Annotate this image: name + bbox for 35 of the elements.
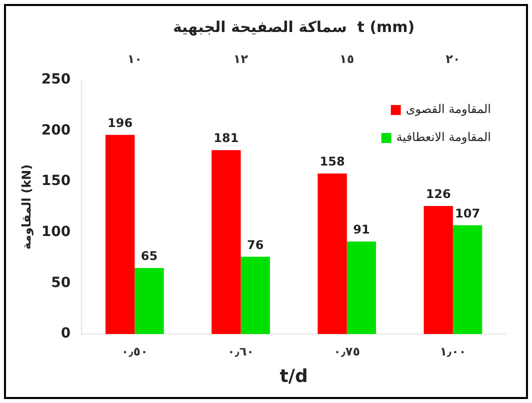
y-tick-label: 200 — [41, 122, 71, 138]
legend-label: المقاومة القصوى — [406, 102, 491, 116]
text: ١٥ — [340, 52, 354, 66]
y-tick-label: 50 — [51, 274, 71, 291]
bar — [452, 225, 482, 334]
data-label: 65 — [140, 249, 158, 264]
y-tick-label: 100 — [41, 224, 71, 240]
data-label: 126 — [426, 187, 451, 202]
x-tick-label: ٠٫٧٥ — [334, 344, 360, 358]
data-label: 181 — [214, 131, 239, 146]
x-axis-title: t/d — [280, 366, 308, 387]
x-tick-label: ٠٫٥٠ — [121, 344, 148, 358]
data-label: 196 — [108, 116, 133, 130]
bar — [318, 173, 347, 334]
data-label: 107 — [455, 206, 480, 220]
bar — [346, 242, 376, 334]
bar — [424, 206, 453, 334]
x-tick-label: ١٫٠٠ — [440, 344, 466, 358]
bar — [212, 150, 241, 334]
data-label: 76 — [247, 238, 264, 252]
bar — [134, 268, 164, 334]
data-label: 91 — [353, 222, 370, 237]
legend-label: المقاومة الانعطافية — [396, 130, 491, 144]
y-tick-label: 250 — [41, 72, 71, 88]
y-tick-label: 150 — [41, 173, 71, 190]
text: ١٠ — [127, 52, 142, 66]
data-label: 158 — [320, 154, 345, 169]
y-axis-title: المقاومة (kN) — [19, 164, 34, 250]
bar — [105, 134, 135, 334]
x2-axis-title: سماكة الصفيحة الجبهية t (mm) — [172, 18, 415, 36]
text: ١٢ — [233, 52, 249, 66]
x-tick-label: ٠٫٦٠ — [228, 344, 254, 358]
y-tick-label: 0 — [60, 326, 71, 342]
text: ٢٠ — [446, 52, 460, 66]
bar — [240, 256, 270, 334]
